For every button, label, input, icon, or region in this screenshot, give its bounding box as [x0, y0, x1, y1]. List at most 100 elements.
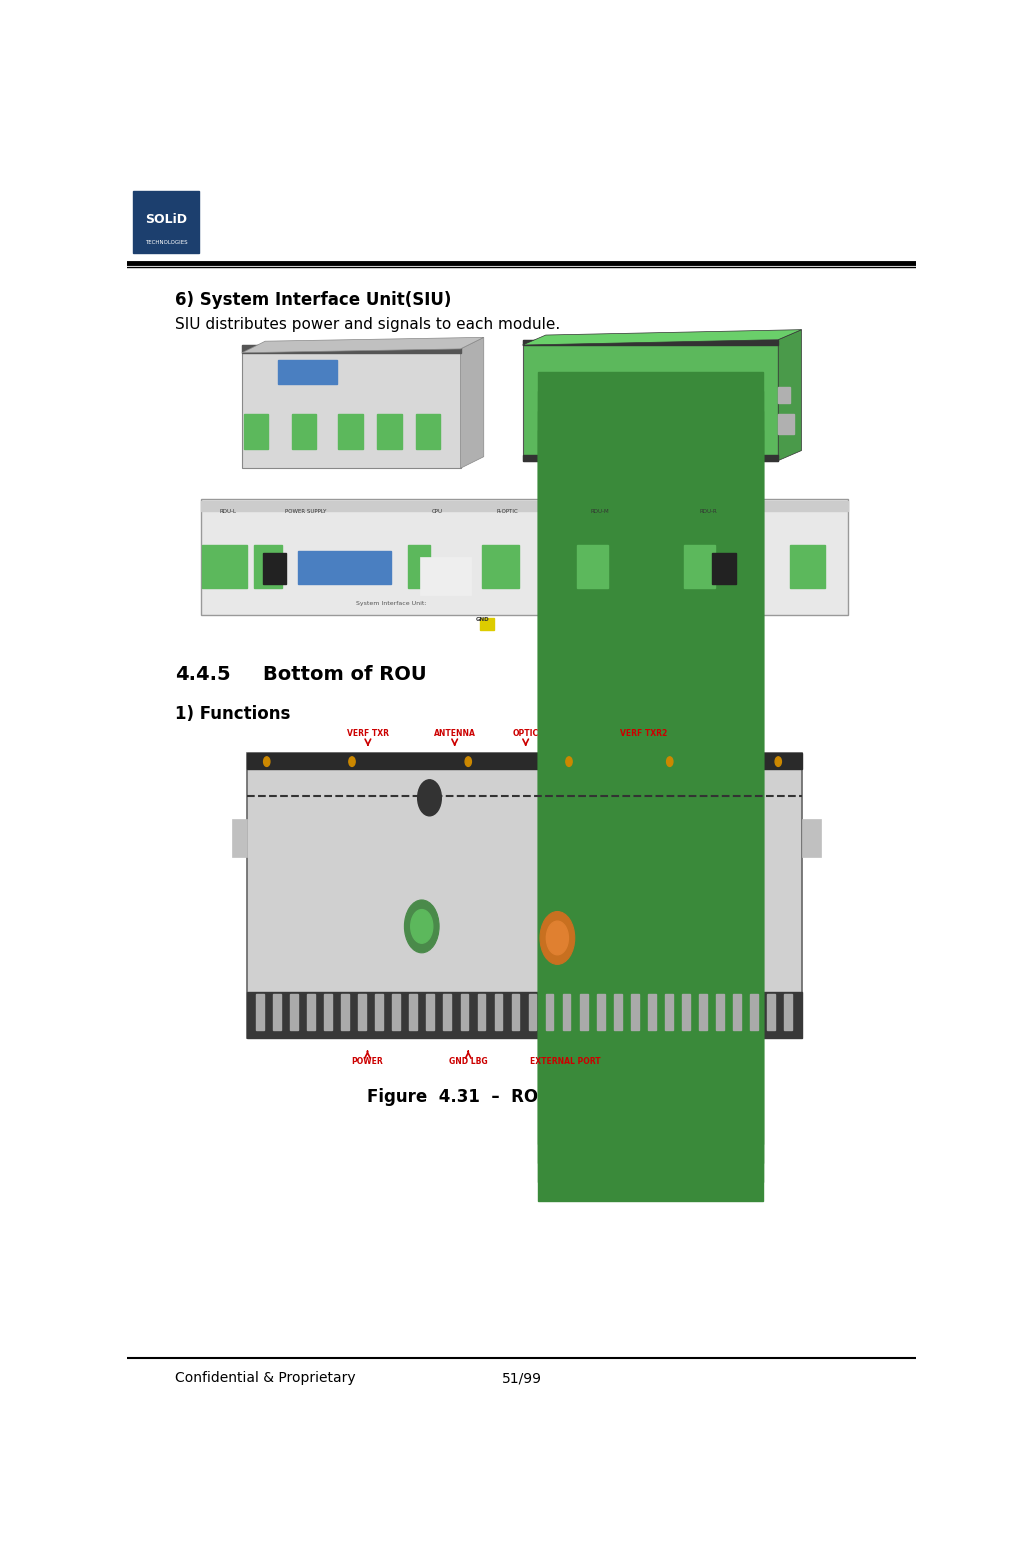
Bar — [297, 551, 391, 583]
Bar — [291, 415, 317, 449]
Text: RDU-L: RDU-L — [220, 510, 236, 515]
Bar — [376, 994, 383, 1030]
Bar — [597, 994, 605, 1030]
Bar — [409, 994, 417, 1030]
Bar — [512, 994, 519, 1030]
Bar — [307, 994, 315, 1030]
Bar — [790, 546, 825, 588]
Text: GND LBG: GND LBG — [449, 1058, 488, 1067]
Bar — [717, 994, 724, 1030]
Bar — [528, 994, 536, 1030]
Text: 1) Functions: 1) Functions — [175, 705, 291, 722]
Circle shape — [547, 920, 568, 955]
Bar — [538, 392, 762, 1182]
Bar — [242, 345, 460, 353]
FancyBboxPatch shape — [242, 345, 460, 468]
Bar — [483, 546, 518, 588]
Text: Bottom of ROU: Bottom of ROU — [263, 665, 427, 683]
Bar — [201, 499, 848, 615]
Bar — [563, 994, 570, 1030]
Bar — [408, 546, 430, 588]
Bar — [392, 994, 400, 1030]
Bar — [201, 501, 848, 510]
Text: TECHNOLOGIES: TECHNOLOGIES — [145, 240, 187, 245]
Bar — [768, 994, 775, 1030]
Bar — [256, 994, 264, 1030]
Text: Figure  4.31  –  ROU Bottom Look: Figure 4.31 – ROU Bottom Look — [366, 1089, 677, 1106]
Bar — [778, 387, 790, 402]
Text: OPTIC: OPTIC — [513, 729, 539, 738]
Bar — [247, 753, 801, 769]
Bar — [538, 371, 762, 1201]
Bar — [247, 992, 801, 1037]
Bar — [243, 415, 269, 449]
Bar — [631, 994, 638, 1030]
Bar — [778, 415, 794, 434]
Bar — [713, 552, 736, 583]
FancyBboxPatch shape — [522, 340, 778, 460]
Bar — [290, 994, 297, 1030]
Bar — [538, 410, 762, 1162]
Bar — [338, 415, 362, 449]
Circle shape — [667, 757, 673, 766]
Bar — [522, 456, 778, 460]
Bar — [684, 546, 715, 588]
Text: 6) System Interface Unit(SIU): 6) System Interface Unit(SIU) — [175, 292, 452, 309]
Bar — [278, 360, 337, 384]
Text: ANTENNA: ANTENNA — [434, 729, 475, 738]
Bar — [682, 994, 690, 1030]
Text: EXTERNAL PORT: EXTERNAL PORT — [529, 1058, 601, 1067]
Bar — [232, 819, 247, 856]
Polygon shape — [522, 329, 801, 345]
Bar — [263, 552, 286, 583]
Polygon shape — [778, 329, 801, 460]
Bar — [733, 994, 741, 1030]
Bar — [479, 618, 494, 630]
Text: Confidential & Proprietary: Confidential & Proprietary — [175, 1371, 356, 1385]
Circle shape — [410, 909, 433, 944]
Text: R-OPTIC: R-OPTIC — [496, 510, 518, 515]
Circle shape — [540, 911, 575, 964]
Circle shape — [404, 900, 439, 953]
Text: 51/99: 51/99 — [502, 1371, 542, 1385]
Text: VERF TXR2: VERF TXR2 — [620, 729, 668, 738]
Circle shape — [417, 780, 442, 816]
Bar — [522, 340, 778, 345]
Bar — [785, 994, 792, 1030]
Bar — [415, 415, 441, 449]
Circle shape — [264, 757, 270, 766]
Bar — [648, 994, 656, 1030]
Bar — [477, 994, 486, 1030]
Text: POWER SUPPLY: POWER SUPPLY — [285, 510, 326, 515]
Bar — [580, 994, 587, 1030]
Text: CPU: CPU — [432, 510, 443, 515]
Circle shape — [775, 757, 782, 766]
Text: VERF TXR: VERF TXR — [347, 729, 389, 738]
Bar — [546, 994, 554, 1030]
Bar — [538, 429, 762, 1143]
Text: RDU-R: RDU-R — [699, 510, 718, 515]
Circle shape — [566, 757, 572, 766]
Text: SOLiD: SOLiD — [145, 214, 187, 226]
Bar — [495, 994, 502, 1030]
Bar — [203, 546, 247, 588]
Text: SIU distributes power and signals to each module.: SIU distributes power and signals to eac… — [175, 317, 561, 332]
Bar — [699, 994, 706, 1030]
Bar — [247, 753, 801, 1037]
Bar — [444, 994, 451, 1030]
Text: POWER: POWER — [351, 1058, 384, 1067]
Bar — [665, 994, 673, 1030]
Polygon shape — [242, 337, 484, 353]
Bar — [377, 415, 401, 449]
Text: 4.4.5: 4.4.5 — [175, 665, 231, 683]
Bar — [577, 546, 608, 588]
Bar — [133, 190, 200, 253]
Text: System Interface Unit:: System Interface Unit: — [355, 601, 426, 605]
Bar — [801, 819, 821, 856]
Bar — [427, 994, 434, 1030]
Bar — [341, 994, 349, 1030]
Circle shape — [465, 757, 471, 766]
Bar — [253, 546, 282, 588]
Circle shape — [349, 757, 355, 766]
Polygon shape — [460, 337, 484, 468]
